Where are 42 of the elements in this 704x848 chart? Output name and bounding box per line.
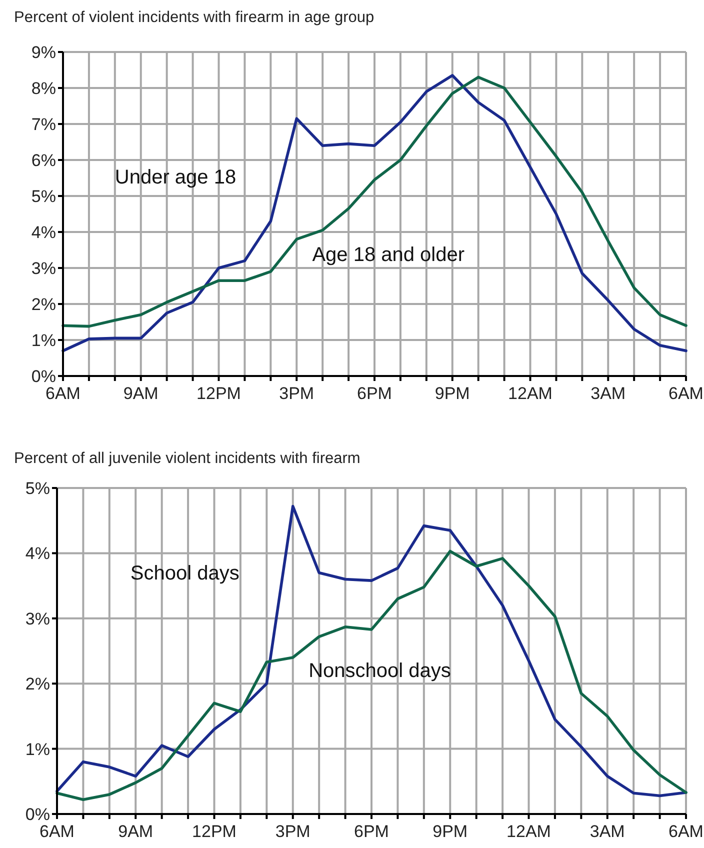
x-tick-label: 6PM [354, 822, 389, 841]
y-tick-label: 2% [25, 674, 50, 694]
x-tick-label: 12PM [192, 822, 236, 841]
series-label: Age 18 and older [312, 244, 465, 266]
y-tick-label: 4% [25, 544, 50, 564]
x-tick-label: 6AM [40, 822, 74, 841]
series-label: Nonschool days [308, 660, 451, 682]
y-tick-label: 7% [31, 114, 56, 134]
y-tick-label: 8% [31, 78, 56, 98]
y-tick-label: 9% [31, 42, 56, 62]
x-tick-label: 12AM [508, 384, 552, 403]
x-tick-label: 3AM [590, 822, 625, 841]
x-tick-label: 12PM [196, 384, 241, 403]
line-series [56, 504, 688, 798]
x-tick-label: 6AM [46, 384, 80, 403]
x-tick-label: 6AM [668, 822, 704, 841]
y-tick-label: 2% [31, 294, 56, 314]
x-tick-label: 9PM [432, 822, 468, 841]
text: School days [130, 562, 240, 584]
x-tick-label: 9AM [123, 384, 158, 403]
y-tick-label: 3% [31, 258, 56, 278]
x-tick-label: 3PM [275, 822, 310, 841]
x-tick-label: 3PM [279, 384, 314, 403]
y-tick-label: 0% [31, 366, 56, 386]
chart-title: Percent of violent incidents with firearm in age group [14, 9, 374, 26]
y-tick-label: 0% [25, 804, 50, 824]
y-tick-label: 5% [25, 478, 50, 498]
chart-title: Percent of all juvenile violent incidents with firearm [14, 450, 360, 467]
y-tick-label: 1% [25, 740, 50, 759]
x-tick-label: 9AM [118, 822, 154, 841]
y-tick-label: 4% [31, 222, 56, 242]
x-tick-label: 6AM [668, 384, 704, 403]
y-tick-label: 3% [25, 609, 50, 628]
y-tick-label: 5% [31, 186, 56, 206]
x-tick-label: 9PM [434, 384, 470, 403]
x-tick-label: 6PM [357, 384, 392, 403]
x-tick-label: 3AM [590, 384, 626, 403]
line-series [56, 550, 688, 802]
text: Under age 18 [114, 166, 236, 188]
y-tick-label: 6% [31, 150, 56, 170]
x-tick-label: 12AM [506, 822, 551, 841]
y-tick-label: 1% [31, 330, 56, 350]
